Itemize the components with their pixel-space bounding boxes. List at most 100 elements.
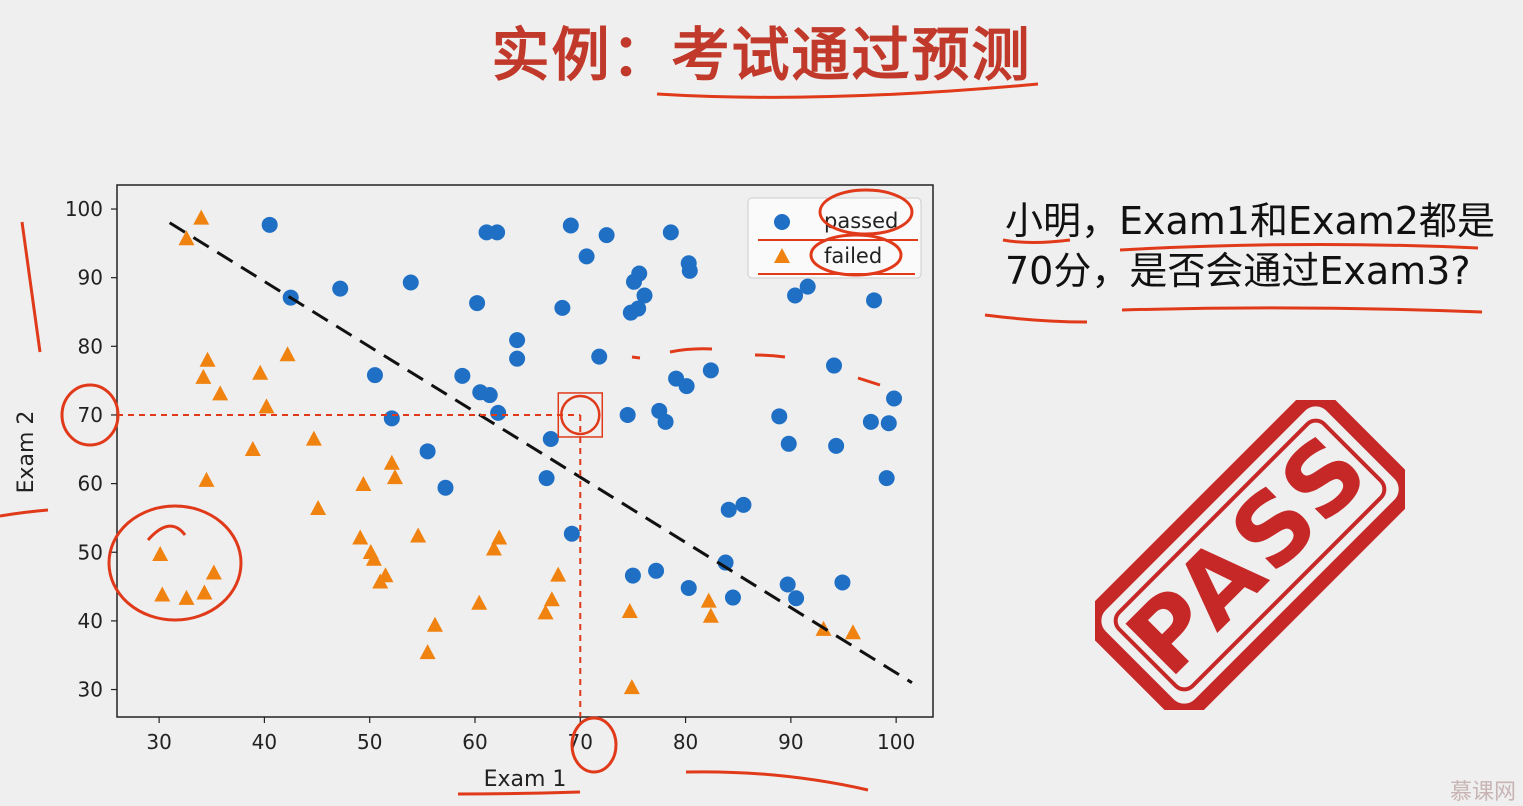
y-axis-label: Exam 2 [14, 411, 39, 494]
failed-point [355, 476, 371, 491]
failed-point [259, 398, 275, 413]
passed-point [681, 580, 697, 596]
passed-point [599, 227, 615, 243]
failed-point [544, 591, 560, 606]
passed-point [469, 295, 485, 311]
passed-point [771, 408, 787, 424]
x-tick-label: 90 [778, 730, 803, 754]
passed-point [679, 378, 695, 394]
passed-point [262, 217, 278, 233]
passed-point [509, 351, 525, 367]
passed-point [482, 387, 498, 403]
passed-point [490, 405, 506, 421]
passed-point [625, 568, 641, 584]
passed-point [663, 224, 679, 240]
pass-stamp: PASS [1095, 400, 1405, 710]
failed-point [384, 455, 400, 470]
failed-point [310, 500, 326, 515]
failed-point [427, 617, 443, 632]
passed-point [881, 415, 897, 431]
passed-point [543, 431, 559, 447]
passed-point [367, 367, 383, 383]
x-tick-label: 30 [146, 730, 171, 754]
passed-point [438, 480, 454, 496]
y-tick-label: 60 [78, 472, 103, 496]
x-tick-label: 40 [252, 730, 277, 754]
failed-point [154, 586, 170, 601]
failed-point [845, 624, 861, 639]
passed-point [781, 436, 797, 452]
passed-point [648, 563, 664, 579]
watermark-text: 慕课网 [1450, 774, 1516, 806]
y-tick-label: 100 [65, 197, 103, 221]
passed-point [420, 443, 436, 459]
failed-point [245, 441, 261, 456]
failed-point [410, 527, 426, 542]
passed-point [591, 349, 607, 365]
passed-point [579, 248, 595, 264]
failed-point [252, 365, 268, 380]
passed-point [828, 438, 844, 454]
failed-point [212, 385, 228, 400]
failed-point [306, 431, 322, 446]
passed-point [384, 410, 400, 426]
passed-point [509, 332, 525, 348]
passed-point [637, 288, 653, 304]
legend-passed-marker [774, 214, 790, 230]
passed-point [489, 224, 505, 240]
failed-point [491, 530, 507, 545]
passed-point [554, 300, 570, 316]
passed-point [721, 502, 737, 518]
passed-point [539, 470, 555, 486]
passed-point [563, 218, 579, 234]
failed-point [178, 230, 194, 245]
passed-point [564, 526, 580, 542]
failed-point [206, 565, 222, 580]
legend: passed failed [748, 190, 921, 278]
y-tick-label: 50 [78, 540, 103, 564]
failed-point [280, 346, 296, 361]
failed-point [538, 604, 554, 619]
passed-point [620, 407, 636, 423]
failed-point [624, 679, 640, 694]
failed-point [352, 530, 368, 545]
failed-point [193, 210, 209, 225]
passed-point [403, 274, 419, 290]
failed-point [200, 352, 216, 367]
y-tick-label: 40 [78, 609, 103, 633]
failed-point [701, 593, 717, 608]
question-text: 小明，Exam1和Exam2都是70分，是否会通过Exam3? [1005, 196, 1515, 296]
failed-point [703, 608, 719, 623]
passed-point [788, 590, 804, 606]
x-tick-label: 60 [462, 730, 487, 754]
legend-failed-label: failed [824, 244, 882, 268]
x-tick-label: 80 [673, 730, 698, 754]
passed-point [332, 281, 348, 297]
failed-point [178, 590, 194, 605]
query-point-annotation [117, 393, 602, 717]
passed-point [703, 362, 719, 378]
passed-point [780, 577, 796, 593]
passed-point [682, 263, 698, 279]
passed-point [863, 414, 879, 430]
passed-point [800, 279, 816, 295]
failed-point [550, 567, 566, 582]
x-tick-label: 50 [357, 730, 382, 754]
passed-point [834, 574, 850, 590]
passed-point [735, 497, 751, 513]
passed-point [879, 470, 895, 486]
x-tick-label: 100 [877, 730, 915, 754]
failed-point [152, 546, 168, 561]
y-tick-label: 70 [78, 403, 103, 427]
failed-point [387, 469, 403, 484]
passed-point [658, 414, 674, 430]
passed-point [725, 590, 741, 606]
failed-point [622, 603, 638, 618]
failed-point [420, 644, 436, 659]
passed-point [886, 390, 902, 406]
passed-point [631, 266, 647, 282]
y-tick-label: 90 [78, 266, 103, 290]
x-axis-label: Exam 1 [484, 767, 567, 792]
failed-point [195, 369, 211, 384]
